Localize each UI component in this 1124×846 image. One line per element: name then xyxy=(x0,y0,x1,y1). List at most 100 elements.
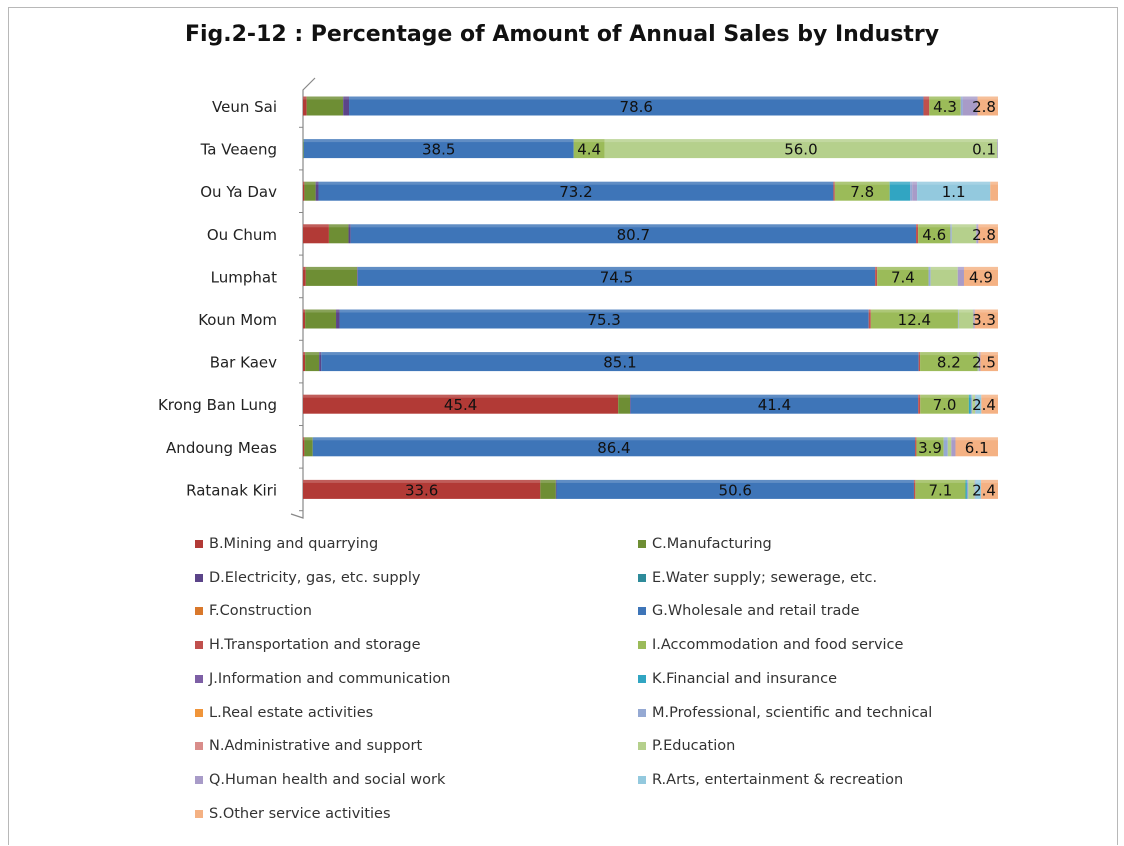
data-label: 4.4 xyxy=(577,141,601,159)
bar-segment xyxy=(980,352,998,372)
data-label: 56.0 xyxy=(784,141,817,159)
bar-segment-highlight xyxy=(618,394,631,398)
bar-segment xyxy=(930,266,958,286)
data-label: 0.1 xyxy=(972,141,996,159)
bar-segment xyxy=(958,309,974,329)
bar-segment xyxy=(343,96,350,116)
chart-frame xyxy=(8,7,1118,845)
category-axis-line xyxy=(290,77,316,519)
bar-segment xyxy=(304,437,313,457)
legend-item: N.Administrative and support xyxy=(195,734,422,758)
bar-segment xyxy=(630,394,631,414)
bar-segment-highlight xyxy=(913,479,916,483)
legend-label: H.Transportation and storage xyxy=(209,637,421,654)
data-label: 1.1 xyxy=(942,183,966,201)
data-label: 7.1 xyxy=(929,481,953,499)
bar-segment xyxy=(315,181,319,201)
bar-segment-highlight xyxy=(923,96,930,100)
bar-segment-highlight xyxy=(977,352,979,356)
data-label: 3.9 xyxy=(918,439,942,457)
bar-segment-highlight xyxy=(318,181,834,185)
category-label: Koun Mom xyxy=(198,311,277,329)
bar-segment-highlight xyxy=(555,479,557,483)
data-label: 4.9 xyxy=(969,268,993,286)
bar-segment-highlight xyxy=(875,266,878,270)
bar-segment-highlight xyxy=(357,266,358,270)
legend-swatch xyxy=(195,607,203,616)
bar-segment-highlight xyxy=(958,309,974,313)
bar-segment-highlight xyxy=(917,181,991,185)
bar-segment xyxy=(968,394,971,414)
bar-segment xyxy=(304,181,316,201)
bar-segment xyxy=(951,224,977,244)
bar-segment-highlight xyxy=(976,224,979,228)
legend-item: M.Professional, scientific and technical xyxy=(638,701,932,725)
bar-segment-highlight xyxy=(350,224,917,228)
legend-label: K.Financial and insurance xyxy=(652,670,838,687)
legend-swatch xyxy=(638,775,646,784)
bar-segment xyxy=(981,394,998,414)
bar-segment-highlight xyxy=(573,139,605,143)
bar-segment-highlight xyxy=(870,309,958,313)
bar-segment-highlight xyxy=(305,309,337,313)
bar-segment-highlight xyxy=(303,181,305,185)
bar-segment-highlight xyxy=(319,352,322,356)
legend-item: G.Wholesale and retail trade xyxy=(638,599,860,623)
bar-segment xyxy=(303,139,574,159)
bar-segment-highlight xyxy=(303,139,574,143)
bar-segment-highlight xyxy=(951,224,977,228)
bar-segment-highlight xyxy=(877,266,929,270)
bar-segment-highlight xyxy=(604,139,998,143)
bar-segment xyxy=(975,479,982,499)
chart-axis xyxy=(290,77,316,519)
bar-segment-highlight xyxy=(321,352,919,356)
legend-item: E.Water supply; sewerage, etc. xyxy=(638,566,877,590)
category-label: Ou Chum xyxy=(207,226,277,244)
bar-segment-highlight xyxy=(910,181,913,185)
bar-segment xyxy=(348,224,351,244)
legend-swatch xyxy=(195,742,203,751)
bar-segment-highlight xyxy=(540,479,556,483)
bar-segment-highlight xyxy=(973,309,975,313)
bar-segment-highlight xyxy=(968,479,975,483)
chart-data-labels: 78.6 4.3 2.8 38.5 4.4 56.0 0.1 73.2 7.8 1.1 80.7 4.… xyxy=(405,98,996,499)
bar-segment-highlight xyxy=(975,394,982,398)
bar-segment xyxy=(918,224,951,244)
bar-segment-highlight xyxy=(920,352,978,356)
bar-segment-highlight xyxy=(303,479,541,483)
bar-segment xyxy=(950,224,952,244)
bar-segment xyxy=(917,181,991,201)
data-label: 7.4 xyxy=(891,268,915,286)
data-label: 75.3 xyxy=(587,311,620,329)
legend-label: N.Administrative and support xyxy=(209,738,423,755)
bar-segment-highlight xyxy=(975,479,982,483)
bar-segment xyxy=(973,309,975,329)
legend-swatch xyxy=(195,674,203,683)
bar-segment xyxy=(877,266,929,286)
bar-segment xyxy=(556,479,914,499)
bar-segment xyxy=(349,96,924,116)
data-label: 2.5 xyxy=(972,354,996,372)
bar-segment xyxy=(910,181,913,201)
bar-segment-highlight xyxy=(312,437,916,441)
bar-segment xyxy=(977,352,979,372)
bar-segment-highlight xyxy=(978,352,980,356)
bar-segment xyxy=(975,394,982,414)
legend-item: I.Accommodation and food service xyxy=(638,633,903,657)
bar-segment xyxy=(929,96,961,116)
data-label: 41.4 xyxy=(758,396,791,414)
bar-segment-highlight xyxy=(990,181,998,185)
legend-label: G.Wholesale and retail trade xyxy=(652,603,860,620)
bar-segment xyxy=(975,394,976,414)
data-label: 12.4 xyxy=(898,311,931,329)
legend-label: P.Education xyxy=(652,738,736,755)
bar-segment-highlight xyxy=(918,224,951,228)
bar-segment xyxy=(303,266,306,286)
bar-segment xyxy=(303,96,307,116)
bar-segment xyxy=(328,224,349,244)
bar-segment xyxy=(966,479,969,499)
legend-swatch xyxy=(638,674,646,683)
bar-segment-highlight xyxy=(303,96,307,100)
bar-segment xyxy=(978,352,980,372)
